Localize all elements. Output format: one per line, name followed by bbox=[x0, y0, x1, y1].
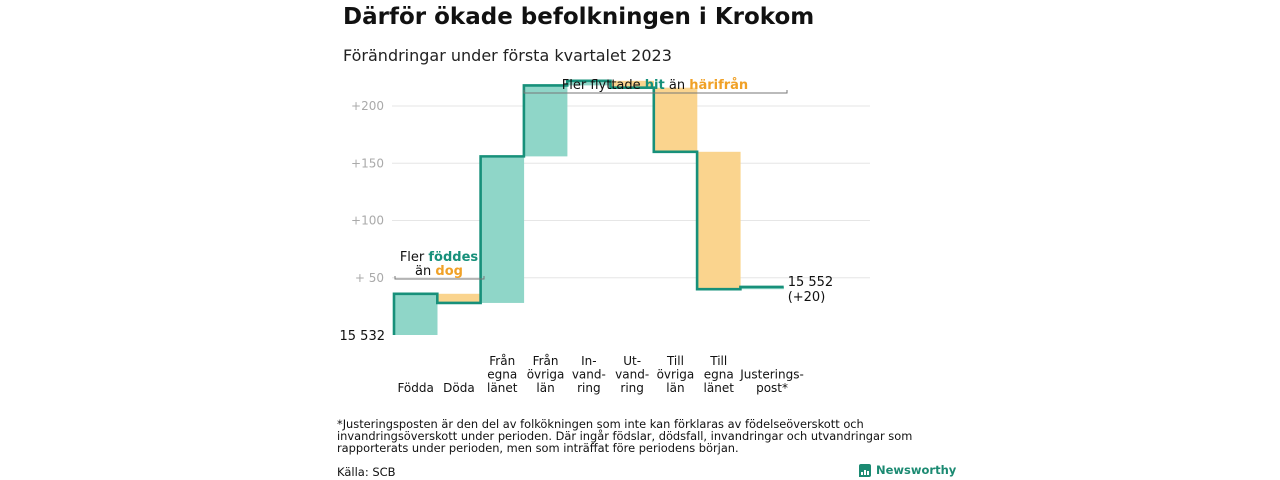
category-label: vand- bbox=[615, 368, 649, 382]
bar bbox=[567, 80, 611, 86]
category-label: egna bbox=[487, 368, 517, 382]
category-label: länet bbox=[704, 381, 735, 395]
category-label: län bbox=[666, 381, 684, 395]
start-value-label: 15 532 bbox=[340, 329, 386, 344]
y-tick-label: +200 bbox=[351, 99, 384, 113]
bar bbox=[654, 87, 698, 152]
source-label: Källa: SCB bbox=[337, 465, 396, 479]
brand: Newsworthy bbox=[859, 463, 956, 477]
category-label: Döda bbox=[443, 381, 475, 395]
bar bbox=[481, 156, 525, 303]
category-label: Ut- bbox=[623, 354, 641, 368]
cumulative-line bbox=[392, 79, 784, 335]
newsworthy-logo-icon bbox=[859, 463, 871, 477]
category-label: Justerings- bbox=[739, 368, 804, 382]
category-label: ring bbox=[577, 381, 601, 395]
bar bbox=[394, 293, 438, 335]
waterfall-chart: +200 +150 +100 + 50 15 532 15 552(+20) Födda Dö… bbox=[340, 78, 870, 395]
chart-subtitle: Förändringar under första kvartalet 2023 bbox=[343, 46, 672, 65]
category-label: Till bbox=[666, 354, 684, 368]
category-label: post* bbox=[756, 381, 788, 395]
y-tick-label: + 50 bbox=[355, 271, 384, 285]
category-label: övriga bbox=[657, 368, 695, 382]
category-label: län bbox=[536, 381, 554, 395]
category-label: Från bbox=[533, 354, 559, 368]
births-annotation-line2: än dog bbox=[415, 264, 463, 279]
bar bbox=[524, 85, 568, 157]
category-label: egna bbox=[704, 368, 734, 382]
category-label: ring bbox=[620, 381, 644, 395]
migration-bracket bbox=[523, 90, 788, 94]
category-label: övriga bbox=[527, 368, 565, 382]
category-label: vand- bbox=[572, 368, 606, 382]
births-bracket bbox=[394, 276, 485, 280]
category-label: länet bbox=[487, 381, 518, 395]
brand-name: Newsworthy bbox=[876, 463, 957, 477]
category-label: Från bbox=[489, 354, 515, 368]
y-tick-label: +100 bbox=[351, 214, 384, 228]
chart-title: Därför ökade befolkningen i Krokom bbox=[343, 4, 815, 30]
category-label: In- bbox=[581, 354, 596, 368]
footnote: *Justeringsposten är den del av folkökni… bbox=[337, 417, 913, 455]
category-label: Till bbox=[709, 354, 727, 368]
births-annotation-line1: Fler föddes bbox=[400, 250, 479, 265]
end-change-label: (+20) bbox=[788, 290, 826, 305]
migration-annotation: Fler flyttade hit än härifrån bbox=[562, 78, 748, 93]
end-value-label: 15 552 bbox=[788, 275, 834, 290]
bar bbox=[697, 151, 741, 290]
y-tick-label: +150 bbox=[351, 156, 384, 170]
bar bbox=[437, 293, 481, 303]
category-label: Födda bbox=[397, 381, 433, 395]
bar bbox=[611, 80, 654, 88]
